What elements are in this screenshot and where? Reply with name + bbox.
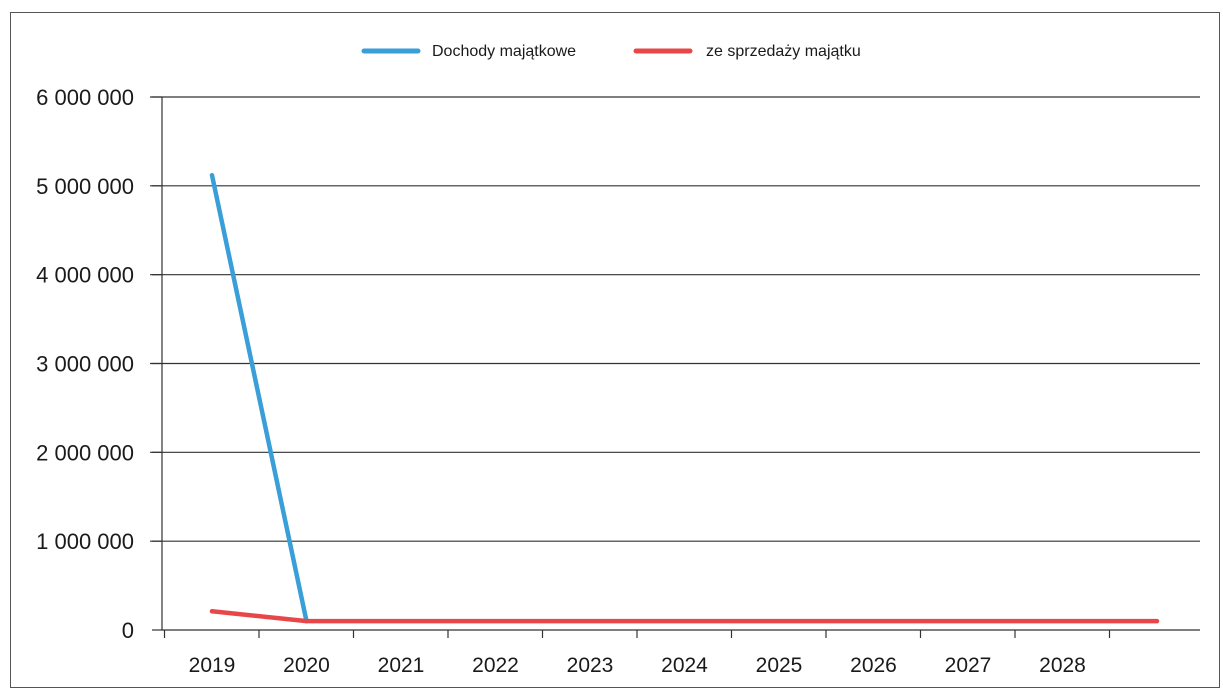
y-tick-label: 4 000 000 [36, 263, 134, 288]
y-tick-label: 2 000 000 [36, 440, 134, 465]
x-tick-label: 2020 [283, 654, 330, 677]
legend: Dochody majątkowe ze sprzedaży majątku [361, 43, 861, 60]
x-tick-label: 2023 [567, 654, 614, 677]
x-tick-label: 2022 [472, 654, 519, 677]
x-tick-label: 2027 [945, 654, 992, 677]
series-line-ze-sprzedazy-majatku [209, 609, 1160, 624]
x-tick-label: 2024 [661, 654, 708, 677]
legend-label: ze sprzedaży majątku [706, 43, 861, 60]
axes [152, 96, 1200, 638]
chart-frame [10, 12, 1220, 688]
x-tick-label: 2021 [378, 654, 425, 677]
y-tick-label: 6 000 000 [36, 85, 134, 110]
y-tick-labels: 0 1 000 000 2 000 000 3 000 000 4 000 000 5 0… [36, 85, 134, 643]
x-tick-label: 2026 [850, 654, 897, 677]
y-tick-label: 5 000 000 [36, 174, 134, 199]
series-line-dochody-majatkowe [209, 172, 309, 624]
gridlines [150, 96, 1200, 542]
x-tick-labels: 2019 2020 2021 2022 2023 2024 2025 2026 2027 2028 [189, 654, 1086, 677]
y-tick-label: 0 [122, 618, 134, 643]
y-tick-label: 1 000 000 [36, 529, 134, 554]
x-tick-label: 2019 [189, 654, 236, 677]
legend-label: Dochody majątkowe [432, 43, 576, 60]
y-tick-label: 3 000 000 [36, 352, 134, 377]
x-tick-label: 2025 [756, 654, 803, 677]
series-lines [209, 172, 1160, 624]
x-tick-label: 2028 [1039, 654, 1086, 677]
